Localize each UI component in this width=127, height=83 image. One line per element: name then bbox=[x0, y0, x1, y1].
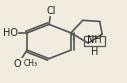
Text: H: H bbox=[91, 47, 98, 57]
Text: NH: NH bbox=[87, 35, 102, 45]
Text: HO: HO bbox=[3, 28, 18, 38]
Text: Cl: Cl bbox=[46, 6, 56, 16]
Text: O: O bbox=[14, 59, 22, 69]
Text: CH₃: CH₃ bbox=[24, 59, 38, 68]
